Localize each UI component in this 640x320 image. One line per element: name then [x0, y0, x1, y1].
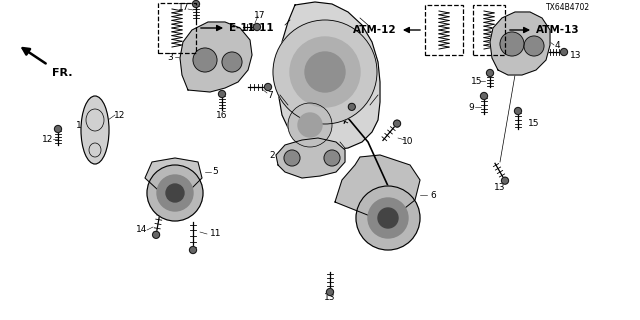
Circle shape — [157, 175, 193, 211]
Text: 1: 1 — [76, 121, 82, 130]
Text: 15: 15 — [528, 119, 540, 129]
Circle shape — [486, 69, 493, 76]
Text: ATM-13: ATM-13 — [536, 25, 580, 35]
Circle shape — [394, 120, 401, 127]
Circle shape — [290, 37, 360, 107]
Circle shape — [54, 125, 61, 132]
Text: 13: 13 — [494, 182, 506, 191]
Polygon shape — [276, 138, 345, 178]
Bar — [425, 5, 463, 55]
Polygon shape — [145, 158, 202, 195]
Text: 7: 7 — [267, 91, 273, 100]
Circle shape — [524, 36, 544, 56]
Circle shape — [288, 103, 332, 147]
Circle shape — [368, 198, 408, 238]
Circle shape — [561, 49, 568, 55]
Text: 3: 3 — [167, 52, 173, 61]
Text: ATM-12: ATM-12 — [353, 25, 397, 35]
Text: E-11-11: E-11-11 — [229, 23, 274, 33]
Circle shape — [273, 20, 377, 124]
Circle shape — [222, 52, 242, 72]
Circle shape — [298, 113, 322, 137]
Text: 2: 2 — [269, 150, 275, 159]
Circle shape — [305, 52, 345, 92]
Circle shape — [378, 208, 398, 228]
Text: 8: 8 — [337, 95, 343, 105]
Circle shape — [152, 231, 159, 238]
Circle shape — [193, 1, 200, 7]
Circle shape — [166, 184, 184, 202]
Text: 6: 6 — [430, 190, 436, 199]
Text: 15: 15 — [471, 77, 483, 86]
Circle shape — [356, 186, 420, 250]
Circle shape — [326, 289, 333, 295]
Circle shape — [324, 150, 340, 166]
Circle shape — [481, 92, 488, 100]
Text: TX64B4702: TX64B4702 — [546, 3, 590, 12]
Text: 4: 4 — [554, 41, 560, 50]
Circle shape — [348, 103, 355, 110]
Text: 10: 10 — [403, 138, 413, 147]
Circle shape — [264, 84, 271, 91]
Circle shape — [218, 91, 225, 98]
Polygon shape — [278, 2, 380, 150]
Text: 14: 14 — [136, 226, 148, 235]
Circle shape — [515, 108, 522, 115]
Circle shape — [284, 150, 300, 166]
Text: 12: 12 — [115, 110, 125, 119]
Text: 16: 16 — [216, 110, 228, 119]
Circle shape — [147, 165, 203, 221]
Ellipse shape — [81, 96, 109, 164]
Text: 5: 5 — [212, 167, 218, 177]
Circle shape — [500, 32, 524, 56]
Text: 12: 12 — [42, 134, 54, 143]
Text: 13: 13 — [570, 52, 582, 60]
Polygon shape — [335, 155, 420, 218]
Circle shape — [189, 246, 196, 253]
Text: 13: 13 — [324, 293, 336, 302]
Circle shape — [253, 23, 260, 30]
Circle shape — [193, 48, 217, 72]
Text: 17: 17 — [179, 4, 189, 12]
Bar — [473, 5, 505, 55]
Text: 9: 9 — [468, 103, 474, 113]
Text: FR.: FR. — [52, 68, 72, 78]
Polygon shape — [180, 22, 252, 92]
Text: 17: 17 — [254, 11, 266, 20]
Bar — [158, 3, 196, 53]
Text: 11: 11 — [210, 229, 221, 238]
Circle shape — [502, 177, 509, 184]
Polygon shape — [490, 12, 550, 75]
